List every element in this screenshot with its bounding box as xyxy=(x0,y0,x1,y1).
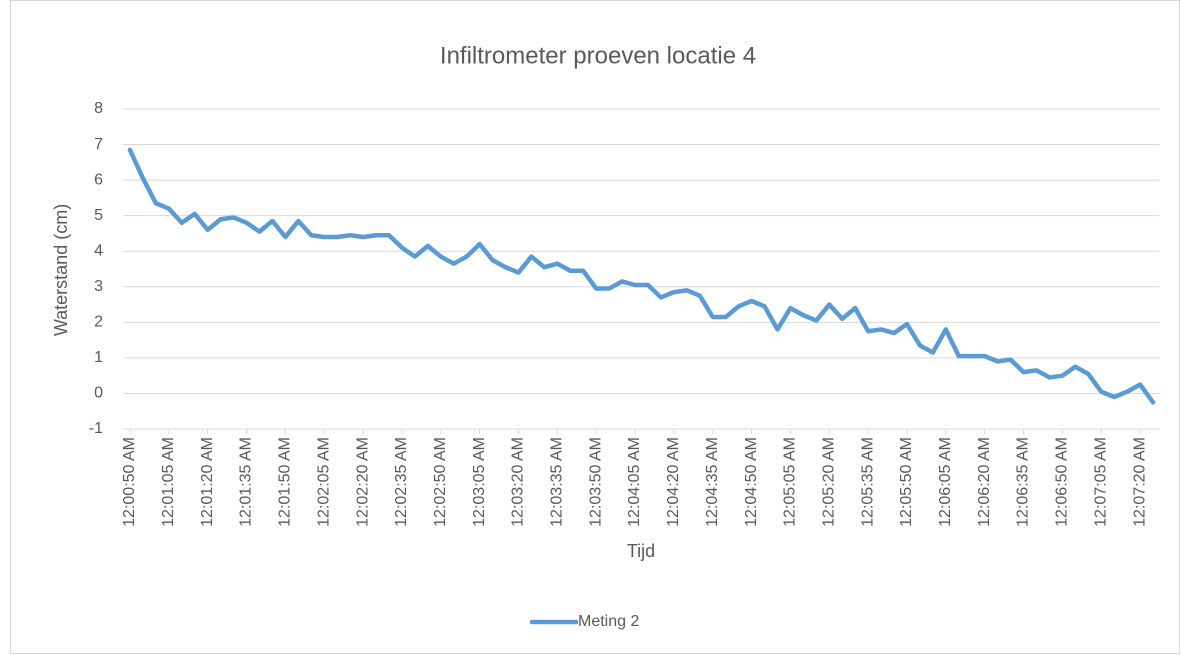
x-tick-label: 12:07:05 AM xyxy=(1092,437,1109,527)
x-tick-label: 12:02:20 AM xyxy=(354,437,371,527)
x-tick-label: 12:04:05 AM xyxy=(626,437,643,527)
x-tick-label: 12:05:35 AM xyxy=(859,437,876,527)
y-tick-label: 7 xyxy=(94,136,103,153)
x-tick-label: 12:03:05 AM xyxy=(471,437,488,527)
y-tick-label: 6 xyxy=(94,171,103,188)
x-tick-label: 12:02:50 AM xyxy=(432,437,449,527)
y-tick-label: 5 xyxy=(94,207,103,224)
x-tick-label: 12:04:20 AM xyxy=(665,437,682,527)
x-tick-label: 12:06:05 AM xyxy=(937,437,954,527)
x-tick-label: 12:01:35 AM xyxy=(238,437,255,527)
x-tick-label: 12:05:20 AM xyxy=(820,437,837,527)
x-tick-label: 12:05:50 AM xyxy=(898,437,915,527)
x-tick-label: 12:02:35 AM xyxy=(393,437,410,527)
chart-border xyxy=(10,0,1180,654)
x-tick-label: 12:03:20 AM xyxy=(510,437,527,527)
x-tick-label: 12:01:20 AM xyxy=(199,437,216,527)
x-tick-label: 12:01:05 AM xyxy=(160,437,177,527)
x-tick-label: 12:05:05 AM xyxy=(782,437,799,527)
x-axis-title: Tijd xyxy=(627,541,655,561)
x-tick-label: 12:06:20 AM xyxy=(976,437,993,527)
data-line xyxy=(127,147,1156,405)
y-tick-label: 0 xyxy=(94,385,103,402)
chart-title: Infiltrometer proeven locatie 4 xyxy=(440,42,756,69)
x-tick-label: 12:04:35 AM xyxy=(704,437,721,527)
y-tick-label: -1 xyxy=(89,420,103,437)
x-tick-label: 12:02:05 AM xyxy=(315,437,332,527)
x-tick-label: 12:04:50 AM xyxy=(743,437,760,527)
y-tick-label: 3 xyxy=(94,278,103,295)
x-tick-label: 12:00:50 AM xyxy=(121,437,138,527)
y-tick-label: 8 xyxy=(94,100,103,117)
x-tick-label: 12:07:20 AM xyxy=(1131,437,1148,527)
y-tick-label: 4 xyxy=(94,242,103,259)
legend-label: Meting 2 xyxy=(578,613,639,630)
y-tick-label: 1 xyxy=(94,349,103,366)
x-tick-label: 12:06:50 AM xyxy=(1054,437,1071,527)
x-tick-label: 12:03:35 AM xyxy=(549,437,566,527)
y-axis-title: Waterstand (cm) xyxy=(51,204,71,336)
y-tick-label: 2 xyxy=(94,314,103,331)
x-tick-label: 12:01:50 AM xyxy=(277,437,294,527)
x-tick-label: 12:06:35 AM xyxy=(1015,437,1032,527)
x-tick-label: 12:03:50 AM xyxy=(587,437,604,527)
